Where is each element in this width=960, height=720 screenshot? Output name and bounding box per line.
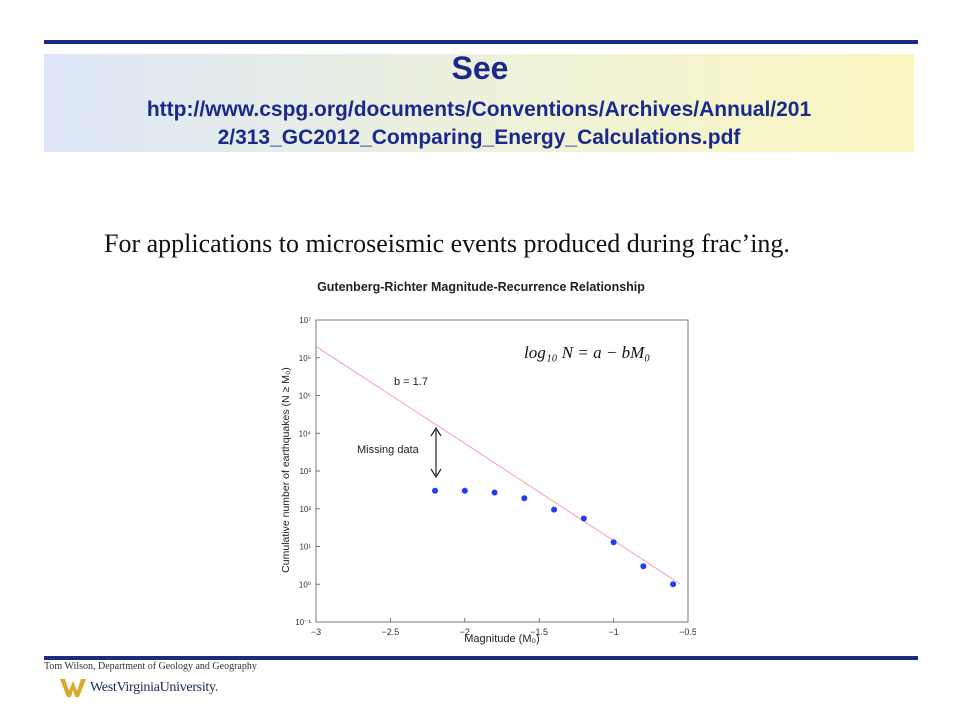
data-point [551, 506, 558, 513]
data-point [670, 581, 677, 588]
y-tick-label: 10¹ [299, 543, 311, 552]
chart-title: Gutenberg-Richter Magnitude-Recurrence R… [317, 280, 645, 294]
gutenberg-richter-chart: Gutenberg-Richter Magnitude-Recurrence R… [280, 280, 696, 645]
y-tick-label: 10⁵ [299, 392, 311, 401]
plot-frame [315, 319, 689, 623]
body-text: For applications to microseismic events … [104, 229, 790, 258]
fit-line [315, 346, 681, 585]
y-tick-label: 10⁰ [299, 580, 311, 589]
data-point [432, 487, 439, 494]
bottom-rule [44, 656, 918, 660]
b-value-label: b = 1.7 [394, 376, 428, 388]
y-axis-label: Cumulative number of earthquakes (N ≥ M₀… [280, 367, 292, 573]
missing-data-arrow [430, 426, 442, 479]
y-tick-label: 10² [299, 505, 311, 514]
slide-title: See [451, 50, 509, 86]
title-band [44, 54, 914, 152]
y-tick-label: 10⁻¹ [295, 618, 311, 627]
y-tick-label: 10⁴ [299, 429, 312, 438]
y-tick-label: 10⁶ [299, 354, 311, 363]
equation-label: log₁₀ N = a − bM₀ [524, 343, 650, 362]
x-tick-label: −2.5 [382, 627, 400, 637]
x-tick-label: −1.5 [530, 627, 548, 637]
top-rule [44, 40, 918, 44]
x-axis-label: Magnitude (M₀) [464, 633, 539, 645]
x-tick-label: −2 [460, 627, 470, 637]
title-link-line2[interactable]: 2/313_GC2012_Comparing_Energy_Calculatio… [217, 126, 741, 149]
missing-data-label: Missing data [357, 444, 420, 456]
university-logo-text: WestVirginiaUniversity. [90, 680, 219, 695]
data-point [521, 495, 528, 502]
y-tick-label: 10³ [299, 467, 311, 476]
data-point [580, 515, 587, 522]
data-point [610, 539, 617, 546]
title-link-line1[interactable]: http://www.cspg.org/documents/Convention… [146, 98, 812, 121]
x-tick-label: −0.5 [679, 627, 696, 637]
y-tick-label: 10⁷ [299, 316, 311, 325]
data-point [491, 489, 498, 496]
wvu-logo-icon [60, 679, 86, 697]
data-point [461, 487, 468, 494]
footer-credit: Tom Wilson, Department of Geology and Ge… [44, 661, 257, 672]
data-point [640, 563, 647, 570]
x-tick-label: −3 [311, 627, 321, 637]
x-tick-label: −1 [608, 627, 618, 637]
